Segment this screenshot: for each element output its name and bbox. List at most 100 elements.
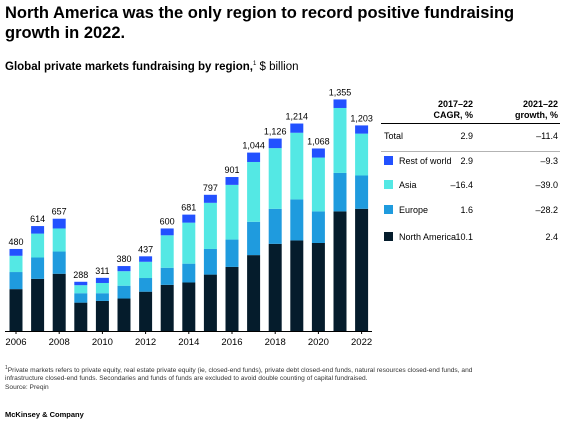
x-tick-label: 2006 bbox=[5, 337, 26, 348]
bar-segment-north-america bbox=[9, 289, 23, 331]
bar-segment-europe bbox=[268, 208, 282, 244]
bar-segment-rest-of-world bbox=[203, 194, 217, 203]
bar-segment-rest-of-world bbox=[117, 266, 131, 272]
bar-total-label: 1,355 bbox=[329, 87, 352, 97]
table-cell-growth: –28.2 bbox=[535, 205, 558, 215]
legend-swatch-rest-of-world bbox=[384, 156, 393, 165]
bar-segment-north-america bbox=[333, 211, 347, 331]
bar-segment-asia bbox=[95, 282, 109, 294]
bar-total-label: 437 bbox=[138, 244, 153, 254]
legend-label-asia: Asia bbox=[399, 180, 417, 190]
x-tick-label: 2008 bbox=[49, 337, 70, 348]
table-cell-cagr: –16.4 bbox=[450, 180, 473, 190]
bar-segment-north-america bbox=[247, 255, 261, 331]
legend-swatch-europe bbox=[384, 205, 393, 214]
bar-segment-asia bbox=[225, 184, 239, 240]
table-cell-cagr: 2.9 bbox=[460, 156, 473, 166]
bar-segment-north-america bbox=[160, 284, 174, 331]
subtitle-unit: $ billion bbox=[256, 60, 299, 73]
bar-segment-asia bbox=[247, 161, 261, 222]
bar-segment-asia bbox=[355, 133, 369, 176]
bar-segment-north-america bbox=[290, 240, 304, 331]
bar-segment-europe bbox=[311, 211, 325, 243]
bar-segment-asia bbox=[52, 228, 66, 252]
bar-segment-rest-of-world bbox=[247, 152, 261, 162]
bar-segment-europe bbox=[182, 263, 196, 283]
bar-segment-north-america bbox=[268, 243, 282, 331]
table-cell-growth: 2.4 bbox=[545, 232, 558, 242]
bar-segment-north-america bbox=[203, 274, 217, 331]
bar-segment-rest-of-world bbox=[225, 177, 239, 185]
bar-segment-north-america bbox=[74, 302, 88, 331]
bar-segment-north-america bbox=[182, 282, 196, 331]
bar-segment-north-america bbox=[95, 300, 109, 331]
legend-label-rest-of-world: Rest of world bbox=[399, 156, 452, 166]
brand-logo-text: McKinsey & Company bbox=[5, 410, 84, 419]
bar-total-label: 1,203 bbox=[350, 113, 373, 123]
subtitle-main: Global private markets fundraising by re… bbox=[5, 60, 253, 73]
bar-total-label: 681 bbox=[181, 203, 196, 213]
bar-segment-asia bbox=[290, 132, 304, 200]
table-cell-growth: –39.0 bbox=[535, 180, 558, 190]
bar-segment-asia bbox=[182, 222, 196, 264]
bar-segment-asia bbox=[333, 107, 347, 173]
bar-segment-asia bbox=[139, 261, 153, 279]
bar-segment-rest-of-world bbox=[333, 99, 347, 108]
bar-segment-europe bbox=[139, 278, 153, 292]
table-cell-cagr: 1.6 bbox=[460, 205, 473, 215]
x-tick-label: 2018 bbox=[265, 337, 286, 348]
bar-segment-north-america bbox=[311, 242, 325, 331]
table-header-growth: 2021–22 bbox=[523, 99, 558, 109]
chart-subtitle: Global private markets fundraising by re… bbox=[5, 57, 299, 74]
bar-total-label: 614 bbox=[30, 214, 45, 224]
table-cell-cagr: 2.9 bbox=[460, 131, 473, 141]
table-cell-growth: –11.4 bbox=[536, 131, 558, 141]
bar-total-label: 380 bbox=[116, 254, 131, 264]
chart-title: North America was the only region to rec… bbox=[5, 4, 515, 42]
bar-segment-asia bbox=[74, 285, 88, 294]
bar-segment-europe bbox=[117, 285, 131, 299]
footnote-line-1: Private markets refers to private equity… bbox=[7, 367, 473, 375]
bar-segment-rest-of-world bbox=[9, 248, 23, 256]
bar-total-label: 1,214 bbox=[286, 112, 309, 122]
bar-segment-europe bbox=[52, 251, 66, 274]
x-tick-label: 2014 bbox=[178, 337, 199, 348]
bar-segment-europe bbox=[290, 199, 304, 241]
bar-total-label: 1,044 bbox=[242, 141, 265, 151]
bar-segment-north-america bbox=[52, 273, 66, 331]
bar-segment-europe bbox=[31, 257, 45, 279]
bar-segment-rest-of-world bbox=[268, 138, 282, 149]
bar-segment-rest-of-world bbox=[52, 218, 66, 229]
x-tick-label: 2010 bbox=[92, 337, 113, 348]
bar-segment-europe bbox=[9, 272, 23, 290]
bar-segment-europe bbox=[225, 239, 239, 267]
bar-segment-asia bbox=[117, 271, 131, 286]
bar-segment-rest-of-world bbox=[182, 214, 196, 223]
bar-total-label: 600 bbox=[160, 216, 175, 226]
bar-segment-rest-of-world bbox=[160, 228, 174, 236]
x-tick-label: 2022 bbox=[351, 337, 372, 348]
bar-segment-rest-of-world bbox=[95, 277, 109, 283]
bar-segment-rest-of-world bbox=[355, 125, 369, 134]
bar-segment-rest-of-world bbox=[74, 281, 88, 286]
table-cell-growth: –9.3 bbox=[540, 156, 558, 166]
bar-segment-north-america bbox=[139, 291, 153, 331]
bar-segment-rest-of-world bbox=[31, 226, 45, 234]
legend-swatch-asia bbox=[384, 180, 393, 189]
x-tick-label: 2016 bbox=[221, 337, 242, 348]
bar-segment-europe bbox=[333, 172, 347, 212]
footnote: 1Private markets refers to private equit… bbox=[5, 364, 555, 392]
table-header-cagr: 2017–22 bbox=[438, 99, 473, 109]
bar-segment-north-america bbox=[117, 298, 131, 331]
bar-segment-europe bbox=[160, 267, 174, 285]
bar-total-label: 1,126 bbox=[264, 127, 287, 137]
bar-segment-rest-of-world bbox=[139, 256, 153, 262]
bar-segment-asia bbox=[31, 233, 45, 258]
bar-segment-europe bbox=[355, 175, 369, 209]
footnote-marker: 1 bbox=[5, 365, 8, 371]
bar-segment-north-america bbox=[355, 208, 369, 331]
table-header-cagr: CAGR, % bbox=[433, 110, 473, 120]
bar-segment-asia bbox=[160, 235, 174, 268]
bar-segment-north-america bbox=[31, 278, 45, 331]
